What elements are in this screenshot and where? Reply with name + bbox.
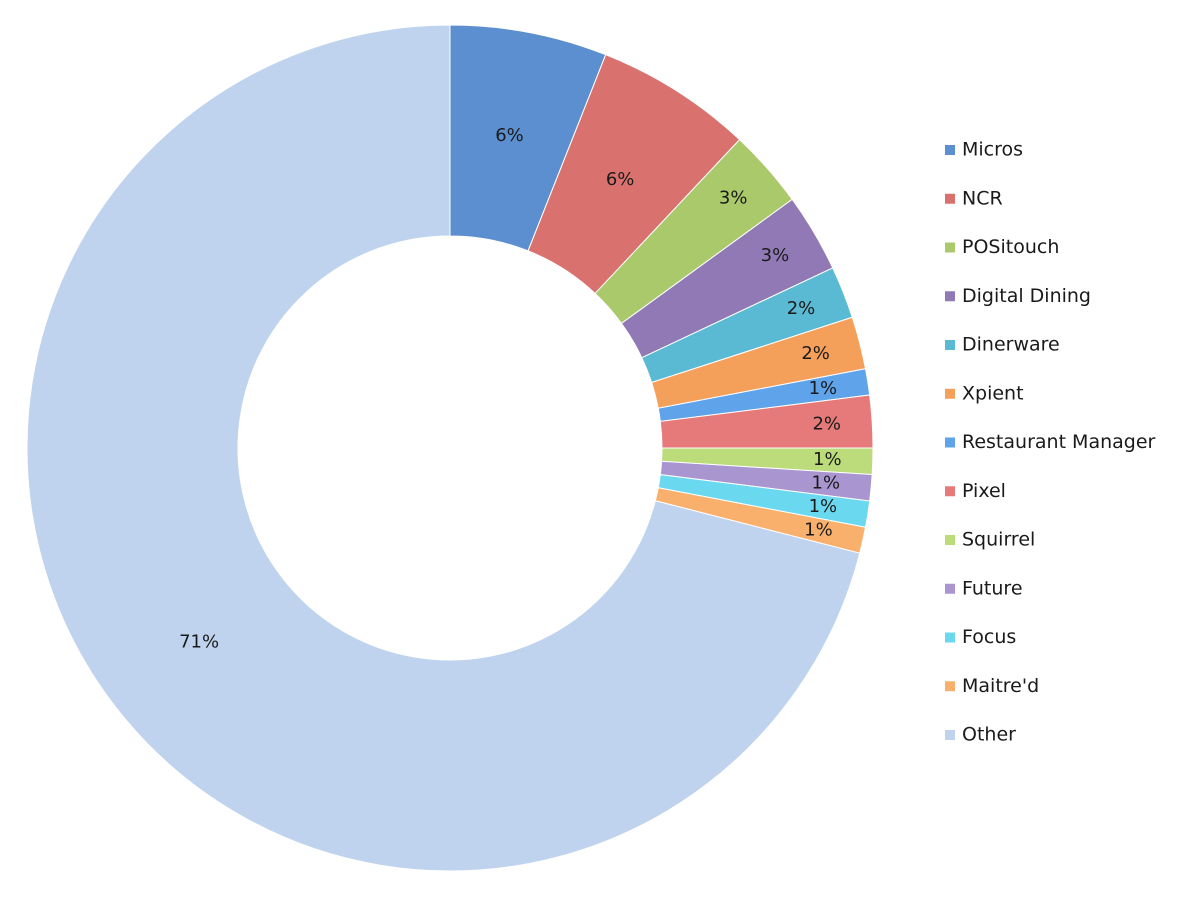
data-label: 1%	[812, 473, 841, 494]
data-label: 1%	[813, 449, 842, 470]
data-label: 6%	[495, 125, 524, 146]
data-label: 2%	[801, 343, 830, 364]
slice	[26, 24, 861, 872]
legend-label: Maitre'd	[962, 675, 1039, 697]
data-label: 3%	[761, 245, 790, 266]
legend-swatch	[945, 242, 955, 253]
data-label: 1%	[809, 378, 838, 399]
legend-swatch	[945, 486, 955, 497]
data-label: 3%	[719, 187, 748, 208]
legend-swatch	[945, 340, 955, 350]
legend-swatch	[945, 583, 955, 594]
legend-swatch	[945, 437, 955, 448]
legend-swatch	[945, 681, 955, 692]
legend-label: Digital Dining	[962, 285, 1091, 307]
data-label: 71%	[179, 632, 219, 653]
legend-swatch	[945, 145, 955, 155]
legend-swatch	[945, 632, 955, 643]
legend-label: Focus	[962, 626, 1016, 648]
legend-swatch	[945, 193, 955, 204]
legend-swatch	[945, 291, 955, 302]
data-label: 1%	[809, 496, 838, 517]
legend-label: Restaurant Manager	[962, 431, 1156, 453]
legend-label: Future	[962, 577, 1023, 599]
legend-swatch	[945, 388, 955, 399]
legend-label: Pixel	[962, 480, 1006, 502]
data-label: 2%	[812, 413, 841, 434]
legend-label: POSitouch	[962, 236, 1059, 258]
legend-label: Squirrel	[962, 529, 1035, 551]
legend-label: Dinerware	[962, 334, 1060, 356]
legend-label: Micros	[962, 139, 1023, 161]
data-label: 6%	[606, 169, 635, 190]
legend-label: Other	[962, 724, 1016, 746]
legend-swatch	[945, 535, 955, 545]
data-label: 1%	[804, 519, 833, 540]
legend-label: Xpient	[962, 382, 1024, 404]
data-label: 2%	[787, 298, 816, 319]
legend-label: NCR	[962, 187, 1003, 209]
legend-swatch	[945, 730, 955, 740]
